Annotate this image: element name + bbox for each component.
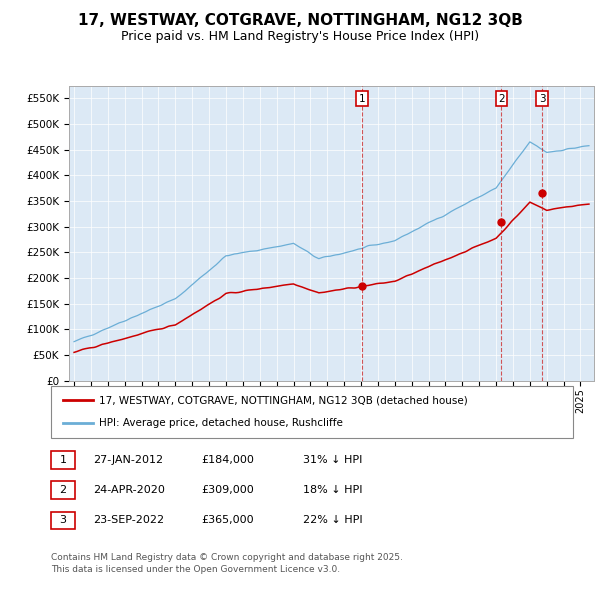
Text: 24-APR-2020: 24-APR-2020 <box>93 485 165 494</box>
Text: 3: 3 <box>59 516 67 525</box>
Text: 22% ↓ HPI: 22% ↓ HPI <box>303 516 362 525</box>
Text: 2: 2 <box>59 485 67 494</box>
Text: 23-SEP-2022: 23-SEP-2022 <box>93 516 164 525</box>
Text: Price paid vs. HM Land Registry's House Price Index (HPI): Price paid vs. HM Land Registry's House … <box>121 30 479 43</box>
Text: 27-JAN-2012: 27-JAN-2012 <box>93 455 163 465</box>
Text: 18% ↓ HPI: 18% ↓ HPI <box>303 485 362 494</box>
Text: 17, WESTWAY, COTGRAVE, NOTTINGHAM, NG12 3QB: 17, WESTWAY, COTGRAVE, NOTTINGHAM, NG12 … <box>77 13 523 28</box>
Text: HPI: Average price, detached house, Rushcliffe: HPI: Average price, detached house, Rush… <box>99 418 343 428</box>
Text: 3: 3 <box>539 94 545 104</box>
Text: 2: 2 <box>498 94 505 104</box>
Text: Contains HM Land Registry data © Crown copyright and database right 2025.
This d: Contains HM Land Registry data © Crown c… <box>51 553 403 574</box>
Text: 31% ↓ HPI: 31% ↓ HPI <box>303 455 362 465</box>
Text: 1: 1 <box>59 455 67 465</box>
Text: £184,000: £184,000 <box>201 455 254 465</box>
Text: 1: 1 <box>359 94 365 104</box>
Text: £365,000: £365,000 <box>201 516 254 525</box>
Text: 17, WESTWAY, COTGRAVE, NOTTINGHAM, NG12 3QB (detached house): 17, WESTWAY, COTGRAVE, NOTTINGHAM, NG12 … <box>99 395 468 405</box>
Text: £309,000: £309,000 <box>201 485 254 494</box>
